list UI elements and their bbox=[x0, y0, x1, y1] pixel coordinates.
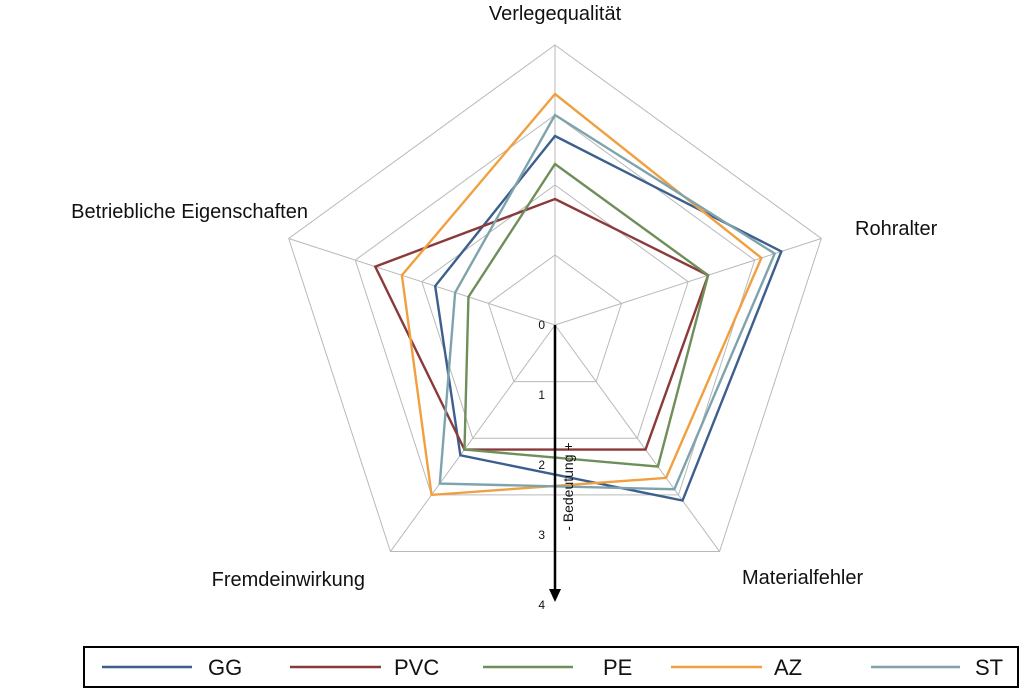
axis-label-2: Materialfehler bbox=[742, 567, 864, 589]
spoke-1 bbox=[554, 237, 822, 326]
legend-label-pe: PE bbox=[603, 655, 632, 680]
spoke-2 bbox=[554, 324, 720, 552]
axis-label-1: Rohralter bbox=[855, 218, 938, 240]
axis-label-0: Verlegequalität bbox=[489, 3, 622, 25]
scale-tick-label-2: 2 bbox=[538, 458, 545, 472]
series-line-gg bbox=[433, 134, 783, 502]
scale-layer: 0 1 2 3 4 - Bedeutung + bbox=[538, 318, 576, 612]
legend-label-pvc: PVC bbox=[394, 655, 439, 680]
series-layer bbox=[373, 92, 783, 502]
legend: GG PVC PE AZ ST bbox=[83, 646, 1019, 688]
scale-tick-label-3: 3 bbox=[538, 528, 545, 542]
axis-label-4: Betriebliche Eigenschaften bbox=[71, 201, 308, 223]
series-line-pe bbox=[463, 162, 710, 468]
axis-labels-layer: Verlegequalität Rohralter Materialfehler Fr… bbox=[71, 3, 937, 591]
importance-scale-title: - Bedeutung + bbox=[560, 442, 576, 530]
series-line-st bbox=[438, 113, 777, 491]
spoke-3 bbox=[390, 324, 556, 552]
legend-label-gg: GG bbox=[208, 655, 242, 680]
importance-scale-arrowhead bbox=[549, 589, 561, 602]
scale-tick-label-1: 1 bbox=[538, 388, 545, 402]
spokes-layer bbox=[288, 45, 822, 552]
legend-label-st: ST bbox=[975, 655, 1003, 680]
axis-label-3: Fremdeinwirkung bbox=[212, 569, 365, 591]
scale-tick-label-4: 4 bbox=[538, 598, 545, 612]
spoke-4 bbox=[288, 237, 556, 326]
scale-tick-label-0: 0 bbox=[538, 318, 545, 332]
legend-label-az: AZ bbox=[774, 655, 802, 680]
